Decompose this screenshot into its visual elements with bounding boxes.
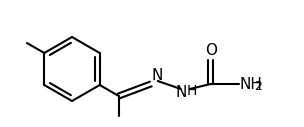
Text: H: H — [187, 84, 197, 98]
Text: O: O — [205, 43, 217, 58]
Text: 2: 2 — [254, 80, 262, 92]
Text: N: N — [152, 68, 163, 83]
Text: NH: NH — [240, 76, 263, 91]
Text: N: N — [175, 84, 186, 99]
